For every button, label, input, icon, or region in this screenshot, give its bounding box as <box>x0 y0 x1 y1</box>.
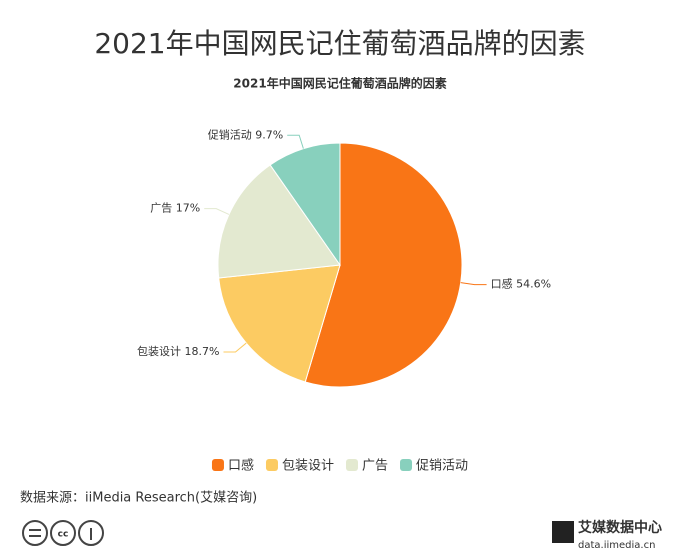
legend: 口感 包装设计 广告 促销活动 <box>211 458 468 474</box>
data-label: 促销活动 9.7% <box>208 127 283 141</box>
data-label-value: 18.7% <box>185 345 220 358</box>
legend-swatch <box>265 459 278 471</box>
chart-title: 2021年中国网民记住葡萄酒品牌的因素 <box>94 27 585 60</box>
brand-url: data.iimedia.cn <box>578 540 655 551</box>
legend-label: 广告 <box>362 459 388 474</box>
cc-icon-text: cc <box>58 530 69 540</box>
legend-label: 包装设计 <box>282 459 334 474</box>
brand-logo <box>552 521 574 543</box>
data-label-value: 17% <box>176 202 200 215</box>
legend-swatch <box>346 459 358 471</box>
legend-label: 口感 <box>228 458 254 474</box>
pie-slice <box>269 142 341 267</box>
source-note: 数据来源：iiMedia Research(艾媒咨询) <box>20 491 257 506</box>
leader-line <box>287 134 304 149</box>
license-icons <box>22 520 104 546</box>
pie-slice <box>217 164 341 279</box>
chart-subtitle: 2021年中国网民记住葡萄酒品牌的因素 <box>233 76 446 91</box>
data-label-category: 促销活动 <box>208 127 252 141</box>
leader-line <box>460 282 487 286</box>
data-label: 口感 54.6% <box>491 278 551 291</box>
legend-label: 促销活动 <box>416 459 468 474</box>
pie-slice <box>304 142 463 388</box>
data-label-category: 广告 <box>150 202 172 215</box>
data-label-value: 54.6% <box>516 278 551 291</box>
data-label-category: 包装设计 <box>137 345 181 358</box>
data-label: 包装设计 18.7% <box>137 345 219 358</box>
legend-swatch <box>211 459 224 471</box>
data-label-category: 口感 <box>491 278 513 291</box>
data-label: 广告 17% <box>150 202 200 215</box>
brand-name: 艾媒数据中心 <box>578 519 662 536</box>
leader-line <box>204 208 230 215</box>
legend-swatch <box>400 459 413 471</box>
data-label-value: 9.7% <box>255 128 283 141</box>
leader-line <box>223 342 247 353</box>
